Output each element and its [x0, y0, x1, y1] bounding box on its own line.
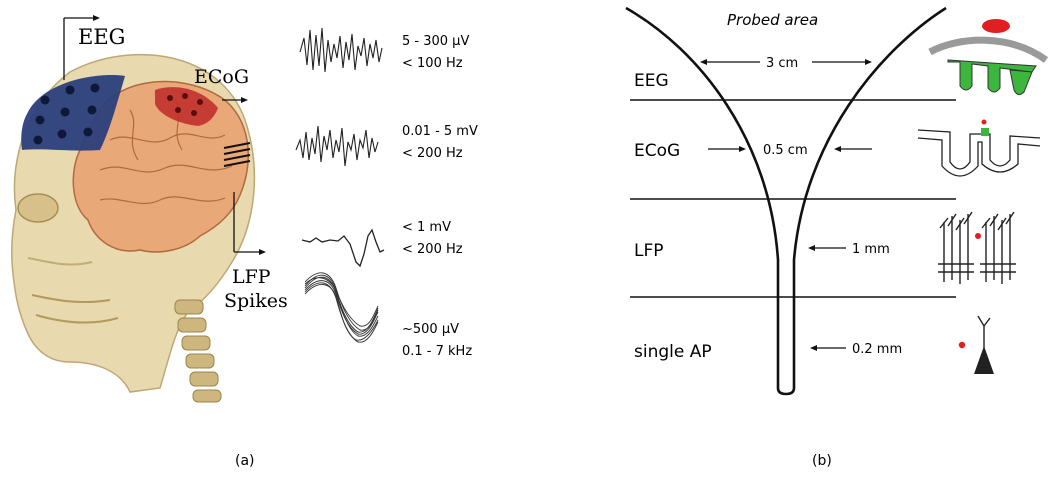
ecog-width-label: 0.5 cm [763, 143, 808, 158]
brain-illustration [72, 80, 250, 253]
panel-b: Probed area EEG ECoG LFP single AP 3 cm [625, 6, 1049, 469]
probed-area-title: Probed area [727, 11, 818, 29]
ecog-waveform [295, 125, 379, 167]
single-ap-width-label: 0.2 mm [852, 342, 902, 357]
lfp-amplitude: < 1 mV [402, 220, 451, 235]
lfp-width-arrow [808, 245, 846, 251]
lfp-neurons-icon [938, 211, 1016, 284]
eeg-width-arrow [700, 59, 872, 65]
ecog-width-arrows [708, 146, 872, 152]
single-neuron-icon [958, 315, 994, 374]
lfp-waveform [301, 228, 385, 268]
lfp-width-label: 1 mm [852, 242, 890, 257]
spine-illustration [174, 299, 222, 403]
single-ap-width-arrow [810, 345, 846, 351]
ecog-amplitude: 0.01 - 5 mV [402, 124, 478, 139]
ecog-label: ECoG [194, 66, 249, 88]
eeg-label: EEG [78, 25, 125, 49]
eeg-cortex-icon [928, 19, 1049, 96]
panel-a-caption: (a) [235, 453, 255, 469]
row-label-ecog: ECoG [634, 141, 680, 161]
lfp-probe [223, 142, 251, 167]
spikes-label: Spikes [224, 290, 288, 312]
row-label-lfp: LFP [634, 241, 664, 261]
row-label-single-ap: single AP [634, 342, 712, 362]
eeg-waveform [299, 27, 383, 73]
panel-a: EEG ECoG LFP Spikes [11, 15, 478, 469]
spike-waveforms [304, 272, 379, 343]
lfp-label-arrow [233, 192, 266, 255]
ecog-cortex-icon [917, 119, 1041, 177]
eeg-electrodes [33, 83, 100, 145]
ecog-frequency: < 200 Hz [402, 146, 463, 161]
ecog-label-arrow [222, 97, 248, 103]
spike-frequency: 0.1 - 7 kHz [402, 344, 472, 359]
panel-b-caption: (b) [812, 453, 832, 469]
eeg-frequency: < 100 Hz [402, 56, 463, 71]
eeg-width-label: 3 cm [766, 56, 798, 71]
lfp-frequency: < 200 Hz [402, 242, 463, 257]
ecog-electrodes [167, 93, 203, 116]
eeg-amplitude: 5 - 300 µV [402, 34, 469, 49]
eeg-region [21, 75, 125, 151]
brain-folds [99, 99, 233, 205]
probed-area-funnel [625, 6, 947, 396]
eeg-label-arrow [63, 15, 100, 80]
row-label-eeg: EEG [634, 71, 669, 91]
lfp-label: LFP [232, 266, 271, 288]
spike-amplitude: ~500 µV [402, 322, 459, 337]
